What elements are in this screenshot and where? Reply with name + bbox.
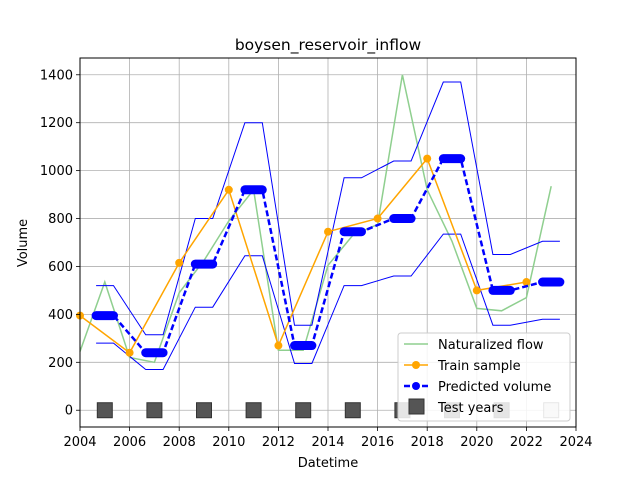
y-tick-label: 600 bbox=[48, 260, 73, 275]
chart-title: boysen_reservoir_inflow bbox=[235, 36, 422, 55]
x-tick-label: 2016 bbox=[361, 435, 394, 450]
y-tick-label: 1000 bbox=[40, 164, 73, 179]
x-tick-label: 2020 bbox=[460, 435, 493, 450]
x-tick-label: 2010 bbox=[212, 435, 245, 450]
x-tick-label: 2006 bbox=[113, 435, 146, 450]
legend: Naturalized flow Train sample Predicted … bbox=[397, 332, 571, 422]
test-year-marker bbox=[344, 402, 361, 419]
x-tick-label: 2012 bbox=[262, 435, 295, 450]
legend-test-years-swatch bbox=[408, 398, 425, 415]
y-axis-title: Volume bbox=[16, 219, 31, 267]
predicted-volume-line bbox=[96, 157, 560, 354]
predicted-upper-bound-line bbox=[96, 81, 560, 336]
x-tick-label: 2022 bbox=[510, 435, 543, 450]
train-sample-point bbox=[324, 227, 332, 236]
legend-train-marker bbox=[412, 361, 420, 369]
test-year-marker bbox=[295, 402, 312, 419]
y-tick-label: 400 bbox=[48, 308, 73, 323]
y-tick-label: 1400 bbox=[40, 68, 73, 83]
predicted-lower-bound-line bbox=[96, 233, 560, 370]
y-tick-label: 800 bbox=[48, 212, 73, 227]
x-tick-label: 2004 bbox=[63, 435, 96, 450]
test-year-marker bbox=[196, 402, 212, 419]
train-sample-point bbox=[274, 341, 283, 350]
x-axis-title: Datetime bbox=[298, 456, 358, 471]
train-sample-point bbox=[224, 185, 233, 194]
y-tick-label: 1200 bbox=[40, 116, 73, 131]
legend-predicted-marker bbox=[412, 382, 420, 390]
legend-predicted-label: Predicted volume bbox=[438, 380, 551, 395]
train-sample-point bbox=[125, 348, 134, 357]
train-sample-point bbox=[423, 154, 432, 163]
legend-naturalized-label: Naturalized flow bbox=[438, 338, 544, 353]
x-tick-label: 2014 bbox=[311, 435, 344, 450]
train-sample-line bbox=[79, 157, 527, 354]
x-tick-label: 2008 bbox=[163, 435, 196, 450]
legend-test-years-label: Test years bbox=[437, 401, 504, 416]
test-year-marker bbox=[245, 402, 262, 419]
train-sample-point bbox=[175, 258, 184, 267]
y-tick-label: 0 bbox=[65, 404, 73, 419]
y-tick-label: 200 bbox=[48, 356, 73, 371]
tick-layer: 2004 2006 2008 2010 2012 2014 2016 2018 2020 2022… bbox=[40, 68, 593, 450]
x-tick-label: 2024 bbox=[559, 435, 592, 450]
train-sample-point bbox=[522, 278, 531, 287]
legend-train-label: Train sample bbox=[437, 359, 521, 374]
legend-frame bbox=[397, 332, 571, 422]
x-tick-label: 2018 bbox=[411, 435, 444, 450]
test-year-marker bbox=[146, 402, 163, 419]
test-year-marker bbox=[96, 402, 113, 419]
train-sample-point bbox=[373, 214, 382, 223]
train-sample-point bbox=[472, 286, 481, 295]
